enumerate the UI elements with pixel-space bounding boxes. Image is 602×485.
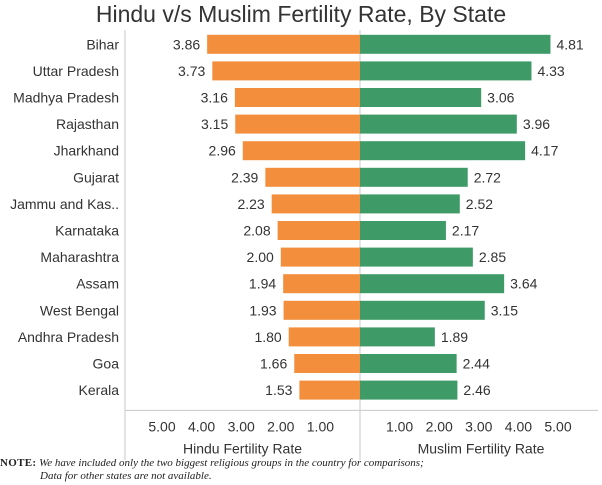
- muslim-value-label: 2.44: [463, 356, 490, 372]
- muslim-axis-tick: 4.00: [505, 418, 532, 434]
- hindu-value-label: 2.08: [243, 223, 270, 239]
- hindu-bar: [265, 167, 360, 187]
- state-label: Madhya Pradesh: [13, 90, 119, 106]
- muslim-bar: [360, 300, 485, 320]
- muslim-value-label: 2.72: [474, 169, 501, 185]
- hindu-value-label: 2.39: [231, 169, 258, 185]
- muslim-bar: [360, 88, 482, 107]
- state-label: Uttar Pradesh: [33, 63, 119, 79]
- hindu-bar: [212, 61, 360, 81]
- state-label: Kerala: [79, 382, 120, 398]
- footnote: NOTE: We have included only the two bigg…: [0, 457, 600, 483]
- muslim-axis-tick: 3.00: [465, 418, 492, 434]
- state-label: West Bengal: [40, 302, 119, 318]
- state-labels: Bihar Uttar Pradesh Madhya Pradesh Rajastha…: [10, 36, 119, 398]
- muslim-value-label: 2.52: [466, 196, 493, 212]
- hindu-value-label: 3.86: [173, 36, 200, 52]
- hindu-value-label: 1.80: [254, 329, 281, 345]
- muslim-axis-title: Muslim Fertility Rate: [418, 440, 545, 456]
- muslim-bar: [360, 247, 473, 267]
- hindu-value-label: 1.93: [249, 302, 276, 318]
- muslim-bar: [360, 221, 446, 240]
- hindu-axis-tick: 2.00: [267, 418, 294, 434]
- chart-title: Hindu v/s Muslim Fertility Rate, By Stat…: [95, 1, 507, 27]
- muslim-value-label: 3.15: [491, 302, 518, 318]
- muslim-axis-tick: 2.00: [426, 418, 453, 434]
- hindu-axis-tick: 5.00: [148, 418, 175, 434]
- hindu-bar: [277, 221, 360, 240]
- muslim-bar: [360, 380, 458, 400]
- hindu-value-label: 1.66: [260, 356, 287, 372]
- hindu-bar: [288, 327, 360, 347]
- muslim-value-label: 1.89: [441, 329, 468, 345]
- muslim-value-label: 2.85: [479, 249, 506, 265]
- fertility-chart: Bihar Uttar Pradesh Madhya Pradesh Rajastha…: [10, 30, 598, 460]
- muslim-value-label: 3.96: [523, 116, 550, 132]
- muslim-value-label: 3.06: [487, 90, 514, 106]
- note-line-1: We have included only the two biggest re…: [39, 457, 424, 469]
- state-label: Jharkhand: [54, 143, 119, 159]
- hindu-bars: 3.86 3.73 3.16 3.15 2.96 2.39 2.23 2.08 2.00 1.94…: [173, 34, 360, 400]
- hindu-axis-title: Hindu Fertility Rate: [183, 440, 302, 456]
- hindu-value-label: 1.94: [249, 276, 276, 292]
- muslim-bar: [360, 61, 532, 81]
- state-label: Goa: [93, 356, 120, 372]
- muslim-bar: [360, 141, 526, 161]
- hindu-value-label: 2.23: [237, 196, 264, 212]
- hindu-bar: [280, 247, 360, 267]
- hindu-bar: [283, 300, 360, 320]
- hindu-value-label: 3.16: [201, 90, 228, 106]
- note-label: NOTE:: [0, 457, 37, 469]
- hindu-bar: [235, 114, 360, 134]
- muslim-bar: [360, 167, 468, 187]
- hindu-value-label: 1.53: [265, 382, 292, 398]
- hindu-axis-tick: 1.00: [307, 418, 334, 434]
- hindu-bar: [299, 380, 360, 400]
- muslim-value-label: 2.17: [452, 223, 479, 239]
- muslim-bar: [360, 34, 551, 54]
- hindu-axis-tick: 4.00: [188, 418, 215, 434]
- state-label: Bihar: [86, 36, 119, 52]
- hindu-bar: [207, 34, 360, 54]
- muslim-bar: [360, 194, 460, 214]
- state-label: Maharashtra: [40, 249, 119, 265]
- muslim-bar: [360, 354, 457, 373]
- hindu-bar: [234, 88, 360, 107]
- muslim-value-label: 3.64: [510, 276, 537, 292]
- state-label: Gujarat: [73, 169, 119, 185]
- hindu-axis-tick: 3.00: [228, 418, 255, 434]
- state-label: Assam: [76, 276, 119, 292]
- muslim-axis-tick: 1.00: [386, 418, 413, 434]
- hindu-value-label: 2.00: [247, 249, 274, 265]
- muslim-value-label: 2.46: [463, 382, 490, 398]
- hindu-bar: [294, 354, 360, 373]
- hindu-bar: [271, 194, 360, 214]
- hindu-bar: [242, 141, 360, 161]
- muslim-bar: [360, 274, 505, 294]
- state-label: Karnataka: [55, 223, 119, 239]
- hindu-bar: [283, 274, 360, 294]
- note-line-2: Data for other states are not available.: [40, 470, 212, 482]
- hindu-value-label: 2.96: [209, 143, 236, 159]
- muslim-bars: 4.81 4.33 3.06 3.96 4.17 2.72 2.52 2.172.853.64…: [360, 34, 584, 400]
- state-label: Jammu and Kas..: [10, 196, 119, 212]
- muslim-axis-tick: 5.00: [544, 418, 571, 434]
- muslim-bar: [360, 114, 517, 134]
- hindu-axis: 5.00 4.00 3.00 2.00 1.00 Hindu Fertility Rate: [148, 418, 334, 456]
- muslim-value-label: 4.33: [537, 63, 564, 79]
- muslim-value-label: 4.17: [531, 143, 558, 159]
- hindu-value-label: 3.73: [178, 63, 205, 79]
- state-label: Rajasthan: [56, 116, 119, 132]
- muslim-value-label: 4.81: [556, 36, 583, 52]
- state-label: Andhra Pradesh: [18, 329, 119, 345]
- muslim-axis: 1.00 2.00 3.00 4.00 5.00 Muslim Fertility Rat…: [386, 418, 572, 456]
- hindu-value-label: 3.15: [201, 116, 228, 132]
- muslim-bar: [360, 327, 435, 347]
